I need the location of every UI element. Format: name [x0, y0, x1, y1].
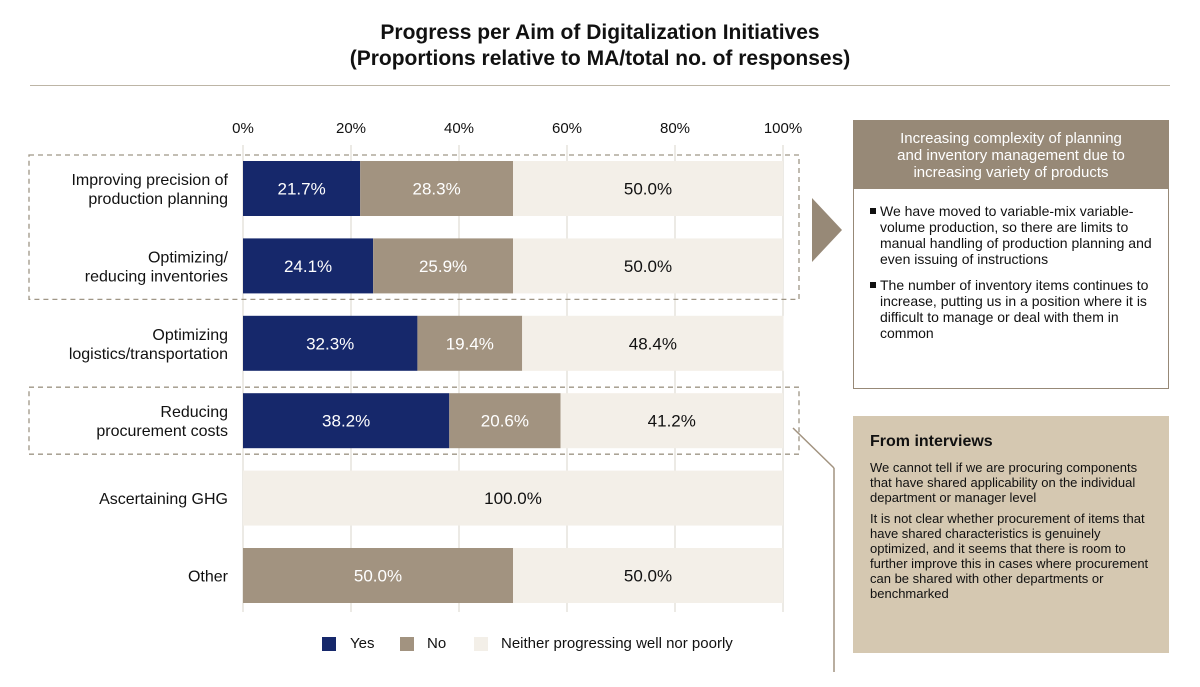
interview-paragraph: We cannot tell if we are procuring compo… — [870, 460, 1138, 505]
data-label: 100.0% — [484, 489, 542, 508]
bar-segment — [417, 315, 523, 371]
bar-segment — [243, 548, 513, 603]
category-label: Improving precision of — [71, 172, 228, 189]
legend-label-neither: Neither progressing well nor poorly — [501, 635, 733, 652]
interview-paragraph: It is not clear whether procurement of i… — [870, 511, 1149, 601]
bar-segment — [449, 393, 561, 449]
category-label: Other — [188, 569, 229, 586]
data-label: 41.2% — [648, 412, 696, 431]
bar-segment — [243, 393, 450, 449]
data-label: 19.4% — [446, 334, 494, 353]
bar-segment — [560, 393, 783, 449]
chart-title: Progress per Aim of Digitalization Initi… — [0, 20, 1200, 72]
legend-swatch-neither — [474, 637, 488, 651]
title-line-2: (Proportions relative to MA/total no. of… — [349, 47, 851, 70]
bar-segment — [243, 470, 783, 526]
side-box-header-line: Increasing complexity of planning — [900, 130, 1122, 147]
category-label: Optimizing — [152, 327, 228, 344]
highlight-box — [28, 154, 800, 301]
category-label: Optimizing/ — [148, 249, 229, 266]
category-label: logistics/transportation — [69, 346, 228, 363]
data-label: 20.6% — [481, 412, 529, 431]
stacked-bar-chart: 0% 20% 40% 60% 80% 100% 21.7% 28.3% 50.0% Improvi… — [28, 120, 802, 612]
bar-segment — [373, 238, 513, 294]
bar-segment — [243, 238, 374, 294]
bar-segment — [513, 238, 783, 294]
x-tick-label: 80% — [660, 120, 690, 137]
data-label: 50.0% — [624, 257, 672, 276]
bar-segment — [513, 548, 783, 603]
data-label: 50.0% — [354, 567, 402, 586]
category-label: reducing inventories — [85, 268, 228, 285]
data-label: 32.3% — [306, 334, 354, 353]
interviews-title: From interviews — [870, 433, 993, 450]
data-label: 50.0% — [624, 180, 672, 199]
highlight-box — [28, 386, 800, 455]
category-label: procurement costs — [96, 423, 228, 440]
legend-label-yes: Yes — [350, 635, 375, 652]
side-box-header: Increasing complexity of planning and in… — [853, 120, 1169, 188]
data-label: 25.9% — [419, 257, 467, 276]
category-label: Ascertaining GHG — [99, 491, 228, 508]
x-tick-label: 60% — [552, 120, 582, 137]
category-label: Reducing — [160, 404, 228, 421]
bar-segment — [360, 161, 513, 216]
x-tick-label: 100% — [764, 120, 802, 137]
bar-segment — [243, 161, 361, 216]
data-label: 28.3% — [412, 180, 460, 199]
x-tick-label: 0% — [232, 120, 254, 137]
bar-segment — [243, 315, 418, 371]
bar-segment — [522, 315, 784, 371]
side-box-header-line: and inventory management due to — [897, 147, 1125, 164]
x-tick-label: 20% — [336, 120, 366, 137]
x-tick-label: 40% — [444, 120, 474, 137]
side-box-bullet: The number of inventory items continues … — [870, 277, 1156, 341]
data-label: 50.0% — [624, 567, 672, 586]
side-box-header-line: increasing variety of products — [913, 164, 1109, 181]
side-box-bullet: We have moved to variable-mix variable-v… — [870, 203, 1156, 267]
side-box-body: We have moved to variable-mix variable-v… — [853, 188, 1169, 389]
data-label: 24.1% — [284, 257, 332, 276]
title-line-1: Progress per Aim of Digitalization Initi… — [380, 21, 820, 44]
callout-arrow — [812, 198, 842, 262]
data-label: 21.7% — [277, 180, 325, 199]
bar-segment — [513, 161, 783, 216]
data-label: 38.2% — [322, 412, 370, 431]
legend-swatch-yes — [322, 637, 336, 651]
category-label: production planning — [88, 191, 228, 208]
legend-label-no: No — [427, 635, 447, 652]
legend-swatch-no — [400, 637, 414, 651]
interviews-box: From interviews We cannot tell if we are… — [853, 416, 1169, 653]
data-label: 48.4% — [629, 334, 677, 353]
title-divider — [30, 85, 1170, 86]
